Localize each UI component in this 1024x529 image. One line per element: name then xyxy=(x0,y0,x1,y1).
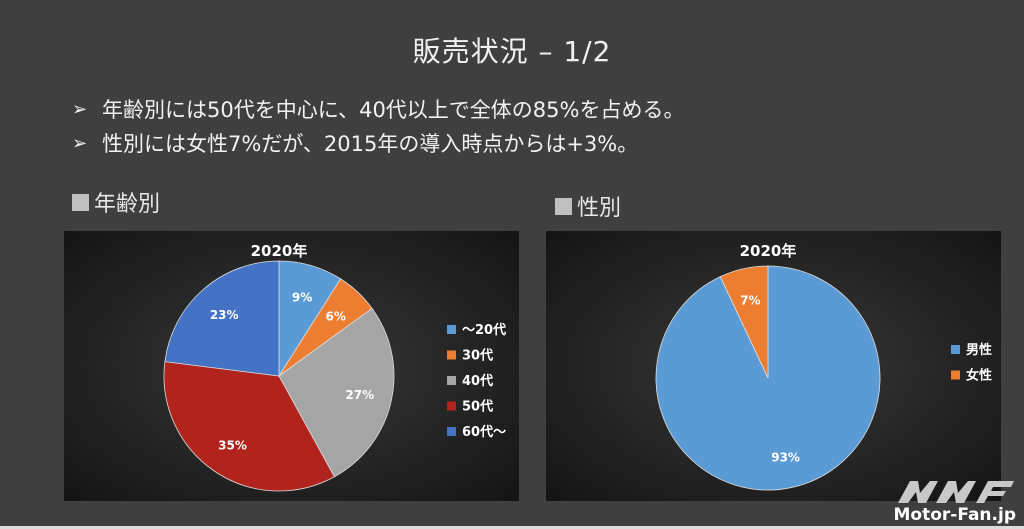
slide-title: 販売状況 – 1/2 xyxy=(412,35,612,68)
legend-swatch xyxy=(447,376,456,385)
legend-label: 40代 xyxy=(462,373,493,389)
legend-label: 女性 xyxy=(966,368,992,384)
slice-label: 23% xyxy=(210,308,239,322)
bottom-divider xyxy=(0,526,1024,529)
slice-label: 9% xyxy=(292,291,312,305)
chart-title: 2020年 xyxy=(251,242,308,260)
slice-label: 6% xyxy=(326,310,346,324)
pie-slice xyxy=(278,307,395,478)
square-icon xyxy=(72,193,89,211)
age-chart-panel: 2020年 9% 6% 27% 35% 23% ～20代 30代 40代 50代 60代～ xyxy=(64,231,519,501)
legend-swatch xyxy=(951,345,960,354)
chart-title: 2020年 xyxy=(740,242,797,260)
square-icon xyxy=(555,197,572,215)
watermark: Motor-Fan.jp xyxy=(893,479,1017,525)
legend-label: 男性 xyxy=(966,342,992,358)
bullet-item: ➢ 性別には女性7%だが、2015年の導入時点からは+3%。 xyxy=(72,126,685,160)
slice-label: 93% xyxy=(771,451,800,465)
age-pie-chart: 2020年 9% 6% 27% 35% 23% ～20代 30代 40代 50代 60代～ xyxy=(64,231,519,501)
legend-swatch xyxy=(447,427,456,436)
slice-label: 27% xyxy=(345,388,374,402)
bullet-text: 年齢別には50代を中心に、40代以上で全体の85%を占める。 xyxy=(102,98,685,122)
age-section-label: 年齢別 xyxy=(72,186,160,218)
pie-slice xyxy=(719,265,769,379)
slice-label: 35% xyxy=(218,439,247,453)
pie-slice xyxy=(164,260,280,377)
age-section-text: 年齢別 xyxy=(94,192,161,217)
mf-logo-icon xyxy=(898,481,1014,503)
legend-swatch xyxy=(951,370,960,380)
bullet-list: ➢ 年齢別には50代を中心に、40代以上で全体の85%を占める。 ➢ 性別には女… xyxy=(72,92,685,160)
bullet-item: ➢ 年齢別には50代を中心に、40代以上で全体の85%を占める。 xyxy=(72,92,685,126)
pie-slice xyxy=(163,361,335,492)
gender-section-text: 性別 xyxy=(577,196,622,221)
legend-swatch xyxy=(447,401,456,411)
arrow-bullet-icon: ➢ xyxy=(72,132,88,154)
watermark-text: Motor-Fan.jp xyxy=(893,505,1017,525)
arrow-bullet-icon: ➢ xyxy=(72,98,88,120)
legend-label: 60代～ xyxy=(462,424,506,440)
legend-label: ～20代 xyxy=(462,322,506,338)
gender-section-label: 性別 xyxy=(555,190,621,222)
legend-label: 50代 xyxy=(462,399,493,415)
bullet-text: 性別には女性7%だが、2015年の導入時点からは+3%。 xyxy=(102,132,639,156)
slice-label: 7% xyxy=(740,293,760,307)
legend-label: 30代 xyxy=(462,348,493,364)
gender-chart-panel: 2020年 93% 7% 男性女性 xyxy=(546,231,1001,501)
legend-swatch xyxy=(447,350,456,360)
legend-swatch xyxy=(447,325,456,334)
